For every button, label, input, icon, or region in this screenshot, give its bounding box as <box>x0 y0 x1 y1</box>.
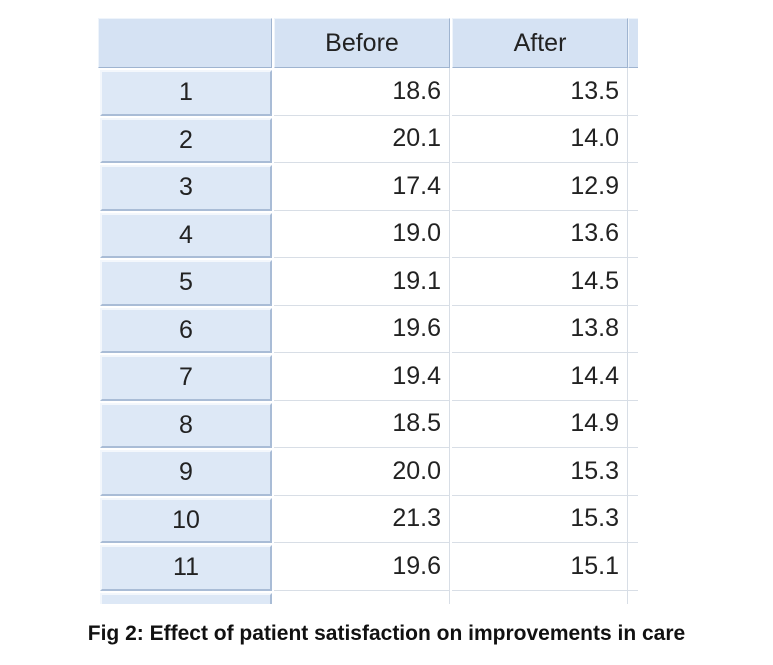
cell: 19.4 <box>274 353 450 401</box>
row-header: 3 <box>100 165 272 211</box>
cell: 20.1 <box>274 115 450 163</box>
cell: 19.6 <box>274 305 450 353</box>
row-header: 5 <box>100 260 272 306</box>
cell: 14.9 <box>452 400 628 448</box>
cell: 20.0 <box>274 448 450 496</box>
cell: 19.6 <box>274 543 450 591</box>
cell <box>628 353 638 401</box>
cell <box>628 401 638 448</box>
row-header <box>100 592 272 604</box>
cell <box>628 591 638 605</box>
cell: 13.8 <box>452 305 628 353</box>
row-header: 4 <box>100 212 272 258</box>
row-header: 1 <box>100 70 272 116</box>
cell: 15.1 <box>452 543 628 591</box>
column-header: After <box>452 18 628 68</box>
cell: 13.5 <box>452 68 628 116</box>
column-header <box>628 18 638 68</box>
row-header: 6 <box>100 307 272 353</box>
cell <box>628 163 638 211</box>
cell <box>628 116 638 163</box>
cell: 21.3 <box>274 495 450 543</box>
cell <box>628 448 638 496</box>
cell: 17.4 <box>274 163 450 211</box>
cell: 14.5 <box>452 258 628 306</box>
cell: 19.0 <box>274 210 450 258</box>
cell <box>628 496 638 543</box>
cell <box>628 211 638 258</box>
cell: 14.0 <box>452 115 628 163</box>
row-header: 10 <box>100 497 272 543</box>
data-grid: Before After 1 18.6 13.5 2 20.1 14.0 3 17.4 12.9 4 1… <box>98 18 638 604</box>
cell <box>628 543 638 591</box>
cell <box>628 258 638 306</box>
cell: 15.3 <box>452 495 628 543</box>
row-header: 8 <box>100 402 272 448</box>
cell: 19.1 <box>274 258 450 306</box>
row-header: 2 <box>100 117 272 163</box>
row-header: 11 <box>100 545 272 591</box>
cell <box>452 590 628 604</box>
cell: 18.6 <box>274 68 450 116</box>
cell: 14.4 <box>452 353 628 401</box>
cell <box>628 68 638 116</box>
cell <box>274 590 450 604</box>
column-header: Before <box>274 18 450 68</box>
row-header: 7 <box>100 355 272 401</box>
cell: 15.3 <box>452 448 628 496</box>
row-header: 9 <box>100 450 272 496</box>
cell: 13.6 <box>452 210 628 258</box>
cell <box>628 306 638 353</box>
cell: 12.9 <box>452 163 628 211</box>
corner-header <box>98 18 272 68</box>
caption: Fig 2: Effect of patient satisfaction on… <box>87 622 686 645</box>
cell: 18.5 <box>274 400 450 448</box>
